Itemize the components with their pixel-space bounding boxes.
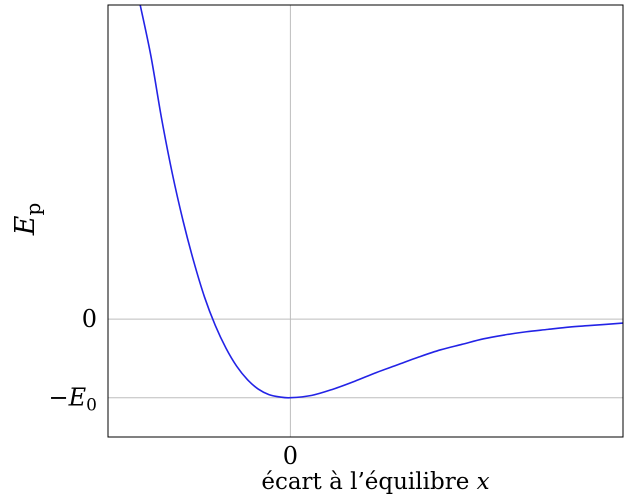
tick-labels: 0 0 −E0 xyxy=(49,305,299,470)
x-tick-label: 0 xyxy=(283,442,298,470)
y-tick-label: 0 xyxy=(82,305,97,333)
grid xyxy=(108,5,623,437)
series-line xyxy=(139,5,623,399)
plot-frame xyxy=(107,4,624,438)
y-axis-label: Ep xyxy=(10,203,45,237)
plot-area xyxy=(139,5,623,399)
y-tick-label: −E0 xyxy=(49,384,97,416)
x-axis-label: écart à l’équilibre x xyxy=(261,469,489,494)
